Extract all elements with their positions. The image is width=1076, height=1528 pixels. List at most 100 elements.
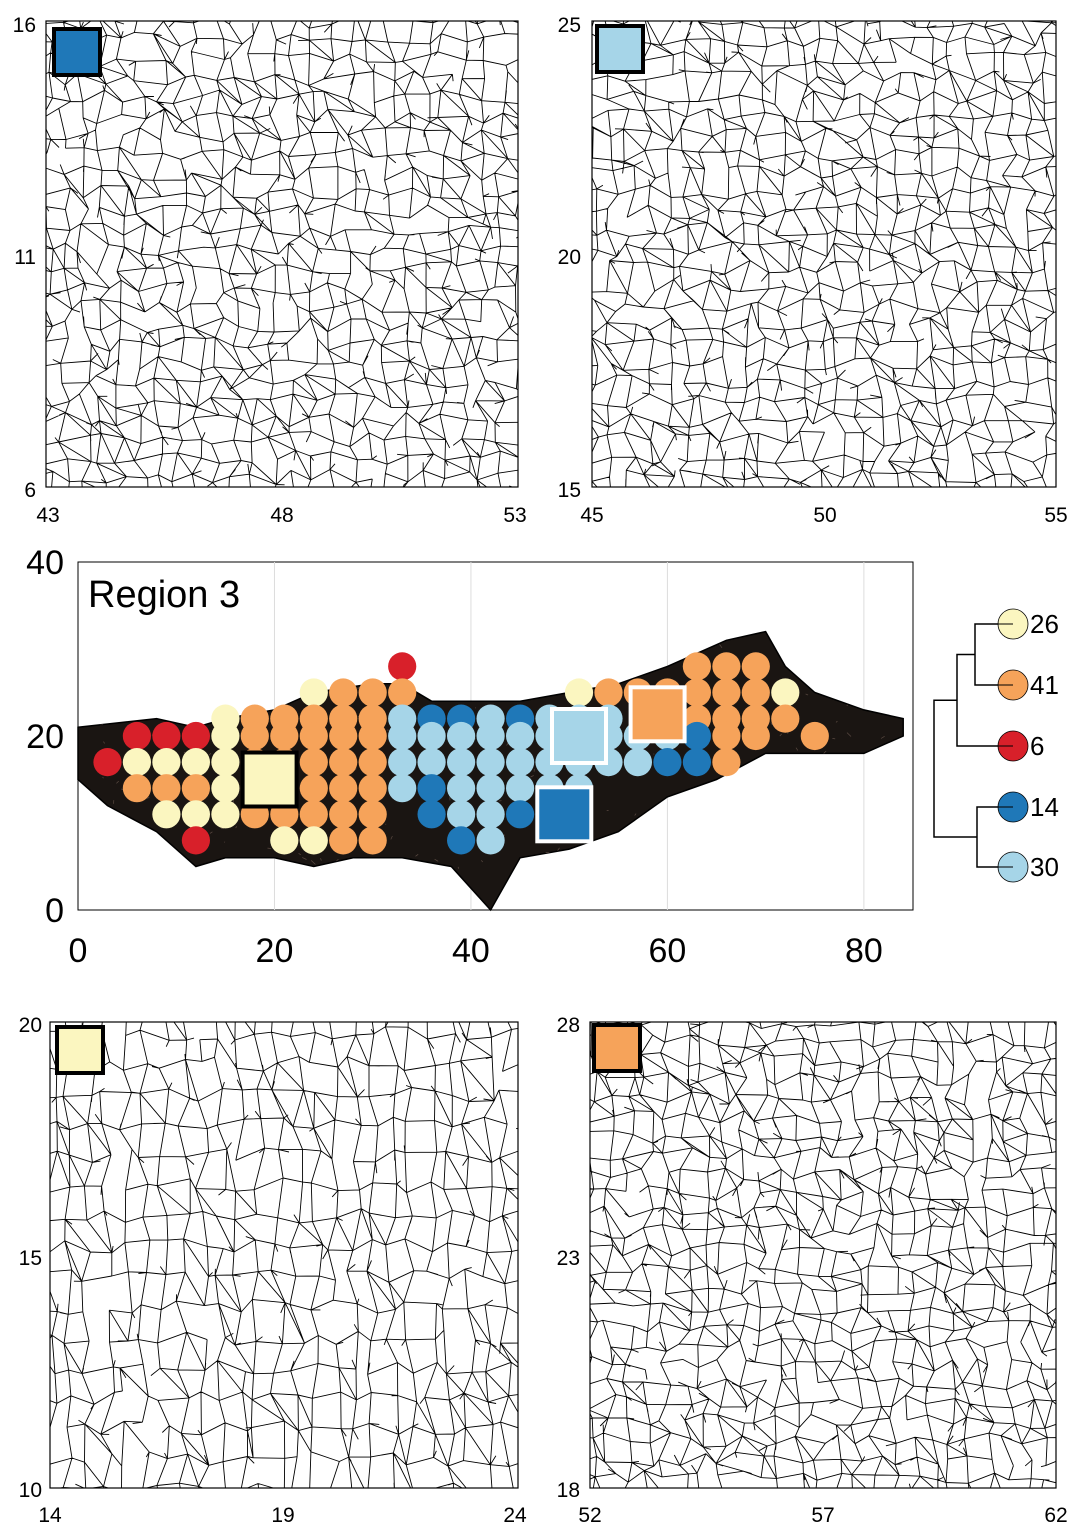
dendrogram-leaf-label: 26 bbox=[1030, 609, 1059, 639]
cluster-marker-yellow bbox=[55, 1025, 105, 1075]
crack-network-top-right bbox=[592, 21, 1056, 487]
x-tick-label: 40 bbox=[452, 932, 490, 970]
scatter-point bbox=[181, 721, 210, 751]
y-tick-top-right-mid: 20 bbox=[558, 246, 581, 269]
x-tick-bottom-right-max: 62 bbox=[1044, 1504, 1067, 1527]
panel-frame-top-left bbox=[45, 20, 519, 488]
x-tick-label: 0 bbox=[69, 932, 88, 970]
selected-window-square bbox=[628, 685, 687, 744]
scatter-point bbox=[329, 678, 358, 707]
scatter-point bbox=[299, 774, 328, 803]
x-tick-top-left-max: 53 bbox=[503, 504, 526, 527]
selected-window-squares bbox=[240, 685, 687, 844]
scatter-point bbox=[800, 721, 829, 751]
x-tick-top-left-min: 43 bbox=[36, 504, 59, 527]
panel-bottom-right: 28 23 18 52 57 62 bbox=[557, 1014, 1068, 1527]
x-tick-bottom-left-min: 14 bbox=[38, 1504, 62, 1527]
scatter-point bbox=[417, 721, 446, 751]
scatter-point bbox=[122, 721, 151, 751]
scatter-point bbox=[122, 774, 151, 803]
scatter-point bbox=[712, 678, 741, 707]
x-tick-label: 80 bbox=[845, 932, 883, 970]
x-tick-top-right-mid: 50 bbox=[813, 504, 836, 527]
scatter-point bbox=[447, 721, 476, 751]
scatter-point bbox=[476, 826, 505, 855]
y-tick-top-left-max: 16 bbox=[13, 14, 36, 37]
x-tick-bottom-left-max: 24 bbox=[503, 1504, 527, 1527]
scatter-point bbox=[152, 721, 181, 751]
scatter-point bbox=[505, 721, 535, 751]
scatter-point bbox=[329, 800, 358, 829]
scatter-point bbox=[211, 774, 240, 803]
scatter-point bbox=[447, 826, 476, 855]
panel-frame-bottom-right bbox=[589, 1021, 1057, 1489]
scatter-point bbox=[358, 826, 387, 855]
y-tick-bottom-right-max: 28 bbox=[557, 1014, 580, 1037]
panel-top-right: 25 20 15 45 50 55 bbox=[558, 14, 1068, 527]
scatter-point bbox=[741, 721, 770, 751]
dendrogram-leaf-label: 30 bbox=[1030, 852, 1059, 882]
scatter-point bbox=[329, 774, 358, 803]
cluster-marker-lightblue bbox=[595, 24, 645, 74]
y-tick-top-left-min: 6 bbox=[24, 479, 36, 502]
scatter-tick-labels: 0 20 40 60 80 40 20 0 bbox=[26, 544, 883, 970]
scatter-point bbox=[299, 678, 328, 707]
dendrogram-branches bbox=[933, 623, 1013, 868]
x-tick-bottom-right-min: 52 bbox=[578, 1504, 601, 1527]
scatter-point bbox=[564, 678, 594, 707]
scatter-point bbox=[358, 800, 387, 829]
scatter-point bbox=[476, 748, 505, 777]
y-tick-label: 40 bbox=[26, 544, 64, 582]
panel-frame-bottom-left bbox=[49, 1021, 519, 1489]
selected-window-square bbox=[240, 750, 299, 809]
scatter-point bbox=[299, 800, 328, 829]
scatter-point bbox=[594, 678, 623, 707]
scatter-point bbox=[505, 774, 535, 803]
scatter-point bbox=[270, 721, 299, 751]
scatter-point bbox=[388, 652, 417, 681]
scatter-point bbox=[476, 774, 505, 803]
x-tick-top-right-min: 45 bbox=[580, 504, 603, 527]
crack-lines bbox=[592, 21, 1056, 487]
scatter-point bbox=[682, 652, 712, 681]
dendrogram-leaf-label: 14 bbox=[1030, 792, 1059, 822]
scatter-point bbox=[741, 652, 770, 681]
scatter-point bbox=[447, 800, 476, 829]
scatter-point bbox=[211, 800, 240, 829]
x-tick-bottom-left-mid: 19 bbox=[271, 1504, 294, 1527]
scatter-point bbox=[358, 721, 387, 751]
cluster-marker-orange bbox=[592, 1023, 642, 1073]
scatter-point bbox=[152, 748, 181, 777]
x-tick-bottom-right-mid: 57 bbox=[811, 1504, 834, 1527]
scatter-point bbox=[388, 748, 417, 777]
panel-bottom-left: 20 15 10 14 19 24 bbox=[19, 1014, 527, 1527]
scatter-point bbox=[653, 748, 682, 777]
scatter-point bbox=[712, 748, 741, 777]
scatter-point bbox=[388, 721, 417, 751]
scatter-point bbox=[741, 678, 770, 707]
scatter-point bbox=[712, 721, 741, 751]
scatter-point bbox=[122, 748, 151, 777]
scatter-point bbox=[181, 774, 210, 803]
scatter-point bbox=[476, 721, 505, 751]
panel-region-scatter: Region 3 0 20 40 60 80 40 20 0 bbox=[26, 544, 914, 970]
y-tick-top-right-max: 25 bbox=[558, 14, 581, 37]
scatter-point bbox=[329, 826, 358, 855]
scatter-point bbox=[152, 774, 181, 803]
y-tick-bottom-left-min: 10 bbox=[19, 1479, 42, 1502]
scatter-point bbox=[417, 774, 446, 803]
crack-network-bottom-left bbox=[50, 1022, 518, 1488]
selected-window-square bbox=[535, 785, 594, 844]
y-tick-label: 0 bbox=[45, 892, 64, 930]
scatter-title: Region 3 bbox=[88, 574, 240, 616]
scatter-point bbox=[388, 678, 417, 707]
scatter-point bbox=[682, 678, 712, 707]
panel-frame-top-right bbox=[591, 20, 1057, 488]
scatter-point bbox=[476, 800, 505, 829]
cluster-marker-darkblue bbox=[52, 27, 102, 77]
crack-lines bbox=[50, 1022, 518, 1488]
dendrogram-leaf-label: 41 bbox=[1030, 670, 1059, 700]
y-tick-bottom-right-mid: 23 bbox=[557, 1247, 580, 1270]
scatter-point bbox=[417, 800, 446, 829]
